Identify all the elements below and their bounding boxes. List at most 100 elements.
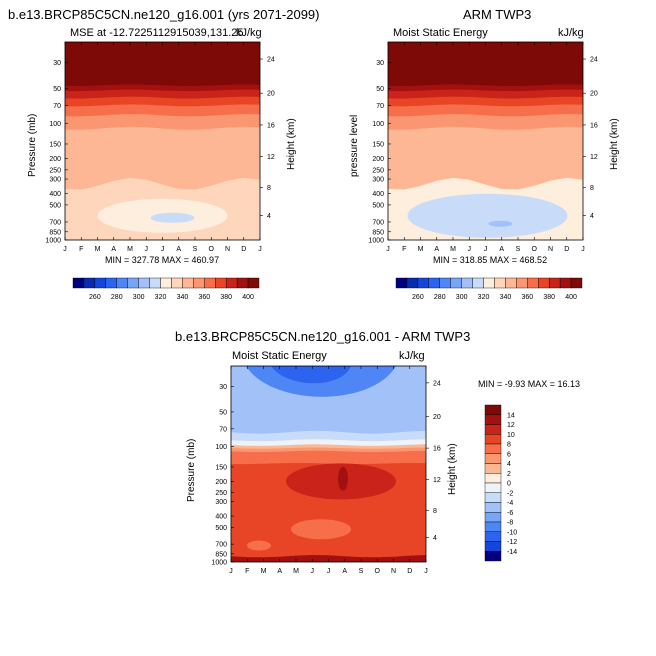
chart2-colorbar-box [559,277,572,289]
chart3-colorbar-label: -10 [507,529,517,536]
chart2-colorbar-box [461,277,473,289]
chart3-ytick-label: 1000 [211,560,227,567]
chart2-ytick-label: 700 [372,219,384,226]
chart1-colorbar-label: 300 [133,294,145,301]
chart1-min-core [150,212,195,223]
chart1-ytick-right-label: 16 [267,122,275,129]
chart3-colorbar-label: 12 [507,422,515,429]
chart2-xtick-label: M [418,246,424,253]
chart3-colorbar-box [484,443,502,454]
chart1-xtick-label: J [63,246,67,253]
chart2-subtitle: Moist Static Energy [393,27,488,39]
chart1-colorbar-label: 320 [155,294,167,301]
chart1-ytick-label: 150 [49,141,61,148]
chart1-colorbar-box [94,277,107,289]
chart2-xtick-label: S [516,246,521,253]
chart2-colorbar-label: 340 [500,294,512,301]
chart2-colorbar-box [395,277,408,289]
chart2-ytick-label: 70 [376,103,384,110]
chart1-ytick-right-label: 8 [267,185,271,192]
chart2-ytick-label: 100 [372,121,384,128]
chart2-ytick-label: 250 [372,167,384,174]
chart3-xtick-label: A [342,568,347,575]
chart2-colorbar-label: 380 [543,294,555,301]
chart2-ytick-label: 850 [372,229,384,236]
chart1-ytick-label: 300 [49,177,61,184]
chart1-colorbar-box [182,277,194,289]
chart3-max-core [338,466,348,491]
chart3-colorbar-label: -12 [507,539,517,546]
chart3-xtick-label: J [424,568,428,575]
chart3-subtitle: Moist Static Energy [232,350,327,362]
chart3-units: kJ/kg [399,350,425,362]
chart3-band-6 [231,450,426,465]
chart2-ytick-label: 1000 [368,238,384,245]
chart2-xtick-label: O [532,246,538,253]
chart2-units: kJ/kg [558,27,584,39]
chart1-xtick-label: D [241,246,246,253]
chart2-ytick-label: 500 [372,202,384,209]
chart1-colorbar-box [116,277,128,289]
chart3-colorbar-box [484,482,502,493]
chart3-colorbar-label: 8 [507,442,511,449]
chart3-colorbar-label: -6 [507,510,513,517]
chart1-colorbar-label: 280 [111,294,123,301]
chart2-band-3 [388,102,583,117]
chart3-xtick-label: M [261,568,267,575]
chart1-ytick-right-label: 12 [267,154,275,161]
chart3-ytick-label: 700 [215,542,227,549]
chart3-ytick-label: 30 [219,384,227,391]
chart2-ytick-right-label: 20 [590,91,598,98]
chart1-ytick-label: 400 [49,191,61,198]
chart3-colorbar-label: 0 [507,481,511,488]
chart1-xtick-label: J [258,246,262,253]
chart3-colorbar-box [484,434,502,445]
chart2-xtick-label: J [581,246,585,253]
chart2-colorbar-box [417,277,430,289]
chart2-ytick-label: 30 [376,60,384,67]
chart1-ytick-label: 200 [49,156,61,163]
chart1-colorbar-box [160,277,172,289]
chart3-xtick-label: J [327,568,331,575]
chart2-colorbar-label: 320 [478,294,490,301]
chart1-colorbar-box [225,277,238,289]
chart1-ytick-right-label: 4 [267,213,271,220]
chart3-ytick-label: 300 [215,499,227,506]
chart2-colorbar-box [483,277,495,289]
chart2-ytick-right-label: 4 [590,213,594,220]
chart1-field [65,42,260,240]
chart2-ytick-label: 300 [372,177,384,184]
chart1-xtick-label: A [176,246,181,253]
chart2-colorbar-label: 260 [412,294,424,301]
chart2-xtick-label: N [548,246,553,253]
chart1-stats: MIN = 327.78 MAX = 460.97 [105,255,220,265]
chart3-xtick-label: M [293,568,299,575]
chart1-colorbar-label: 400 [242,294,254,301]
chart3-xtick-label: S [359,568,364,575]
chart1-title: b.e13.BRCP85C5CN.ne120_g16.001 (yrs 2071… [8,7,320,22]
chart3-colorbar-box [484,521,502,532]
chart3-colorbar-label: 4 [507,461,511,468]
chart2-ytick-label: 50 [376,86,384,93]
chart1-colorbar-label: 340 [177,294,189,301]
chart3-stats: MIN = -9.93 MAX = 16.13 [478,379,581,389]
chart2-colorbar-box [494,277,506,289]
chart3-ytick-label: 70 [219,426,227,433]
chart2-colorbar-box [439,277,451,289]
chart3-light-patch-2 [247,540,271,551]
chart3-xtick-label: N [391,568,396,575]
chart3-colorbar-label: 6 [507,451,511,458]
chart2-band-7 [388,42,583,86]
chart3-colorbar-label: 2 [507,471,511,478]
chart3-upper-core [271,366,351,384]
chart1-ytick-label: 1000 [45,238,61,245]
chart3-colorbar-box [484,453,502,464]
chart2-colorbar-box [538,277,550,289]
chart2-colorbar-box [472,277,484,289]
chart1-band-1 [65,119,260,190]
chart3-colorbar-box [484,473,502,484]
chart3-xtick-label: J [229,568,233,575]
chart2-ytick-right-label: 12 [590,154,598,161]
chart2-min-region [407,193,568,238]
chart1-xtick-label: O [209,246,215,253]
